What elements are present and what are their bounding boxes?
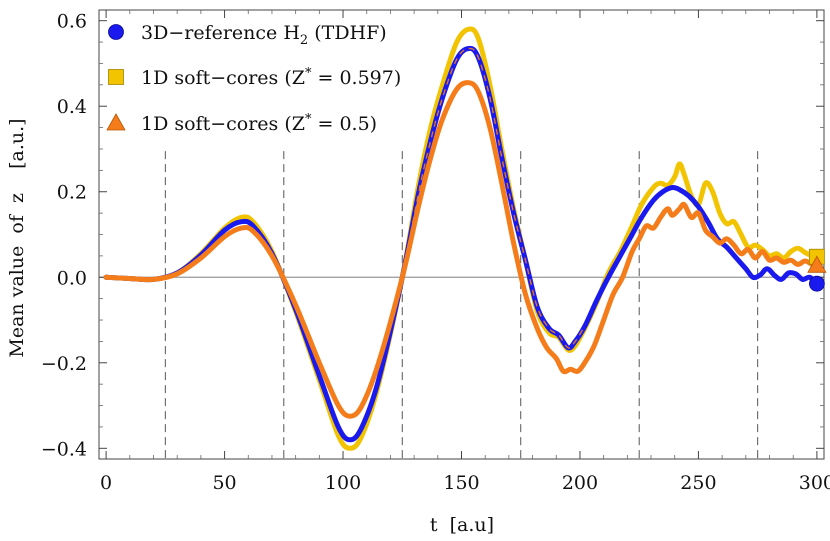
x-axis-label: t [a.u] <box>430 514 494 536</box>
legend-marker-square <box>108 69 124 85</box>
x-tick-label: 100 <box>325 472 361 494</box>
x-tick-label: 200 <box>562 472 598 494</box>
end-markers <box>807 248 827 292</box>
y-tick-label: 0.4 <box>57 96 87 118</box>
x-tick-label: 0 <box>100 472 112 494</box>
series-line-1 <box>103 26 820 451</box>
end-marker-circle <box>808 275 825 292</box>
x-tick-label: 150 <box>443 472 479 494</box>
axis-ticks: 0 50 100 150 200 250 300 −0.4 −0.2 0.0 0.2 0.4 0.6 <box>41 10 830 494</box>
series-line-3 <box>103 80 820 419</box>
legend-label-3: 1D soft−cores (Z* = 0.5) <box>141 112 377 135</box>
y-tick-label: 0.6 <box>57 11 87 33</box>
x-tick-label: 250 <box>680 472 716 494</box>
y-tick-label: −0.2 <box>41 353 87 375</box>
y-tick-label: 0.2 <box>57 182 87 204</box>
y-tick-label: 0.0 <box>57 267 87 289</box>
legend-label-1: 3D−reference H2 (TDHF) <box>141 22 387 48</box>
legend-label-2: 1D soft−cores (Z* = 0.597) <box>141 66 401 89</box>
legend: 3D−reference H2 (TDHF) 1D soft−cores (Z* … <box>106 22 401 135</box>
series-overlay-dash <box>401 47 586 349</box>
reference-lines <box>164 151 759 459</box>
x-tick-label: 50 <box>212 472 236 494</box>
x-tick-label: 300 <box>799 472 830 494</box>
legend-marker-circle <box>108 24 124 40</box>
end-marker-triangle <box>807 255 827 273</box>
legend-marker-triangle <box>106 113 126 131</box>
y-axis-label: Mean value of z [a.u.] <box>6 118 28 357</box>
y-tick-label: −0.4 <box>41 438 87 460</box>
series-group <box>103 26 820 451</box>
